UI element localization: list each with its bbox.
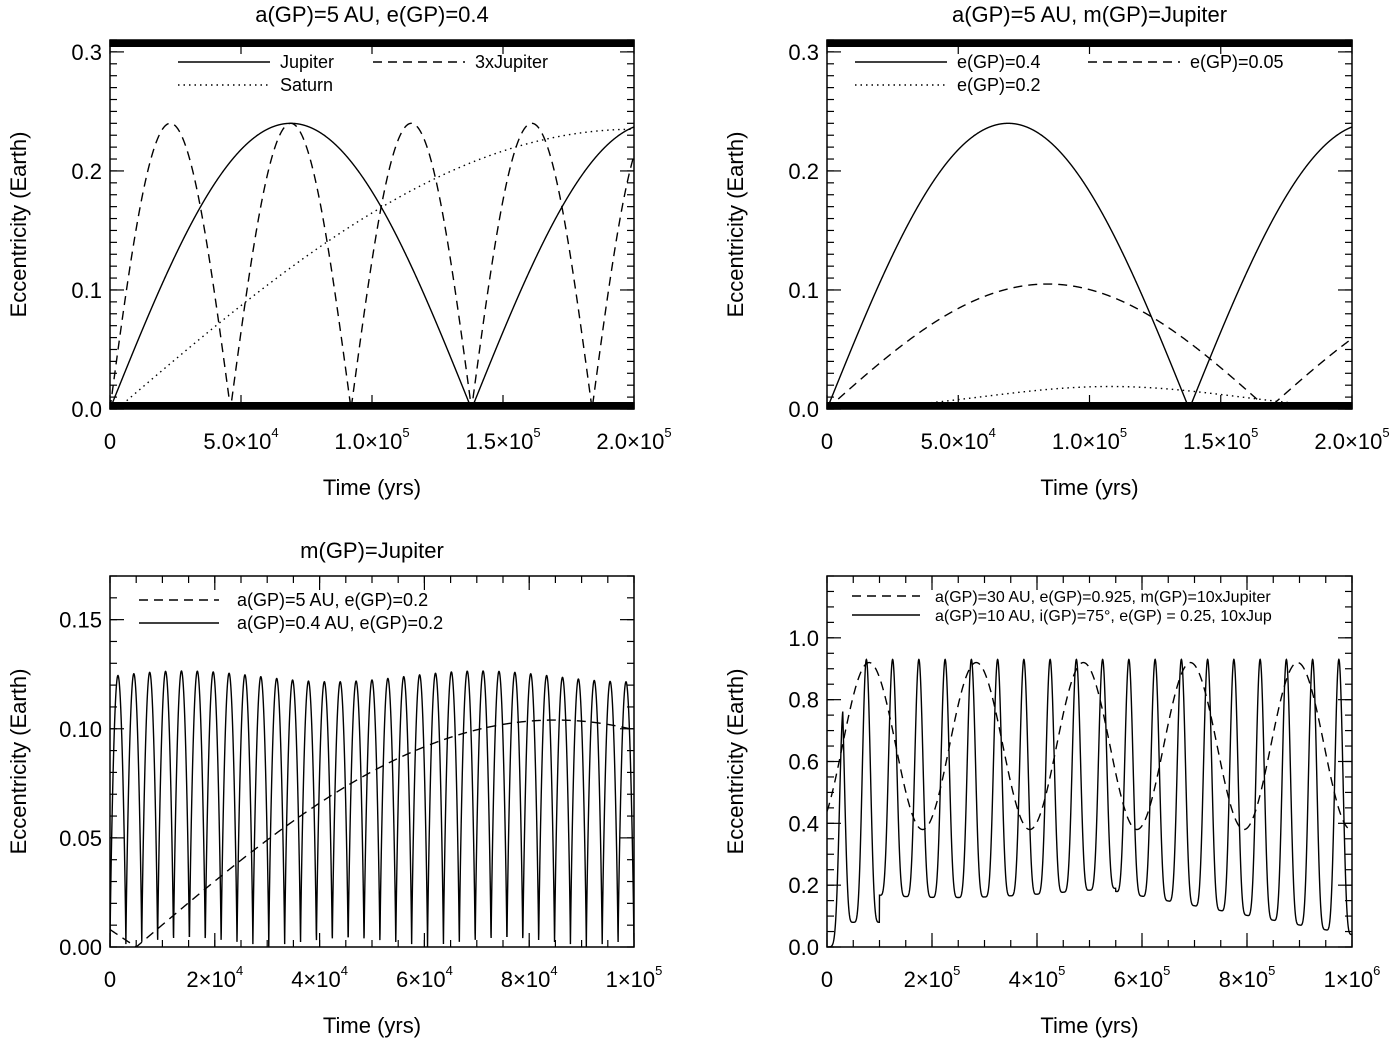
chart-title: a(GP)=5 AU, e(GP)=0.4	[255, 2, 489, 27]
panel-1: a(GP)=5 AU, e(GP)=0.40 5.0×104 1.0×105 1.5×…	[6, 2, 672, 500]
plot-frame	[109, 39, 635, 410]
